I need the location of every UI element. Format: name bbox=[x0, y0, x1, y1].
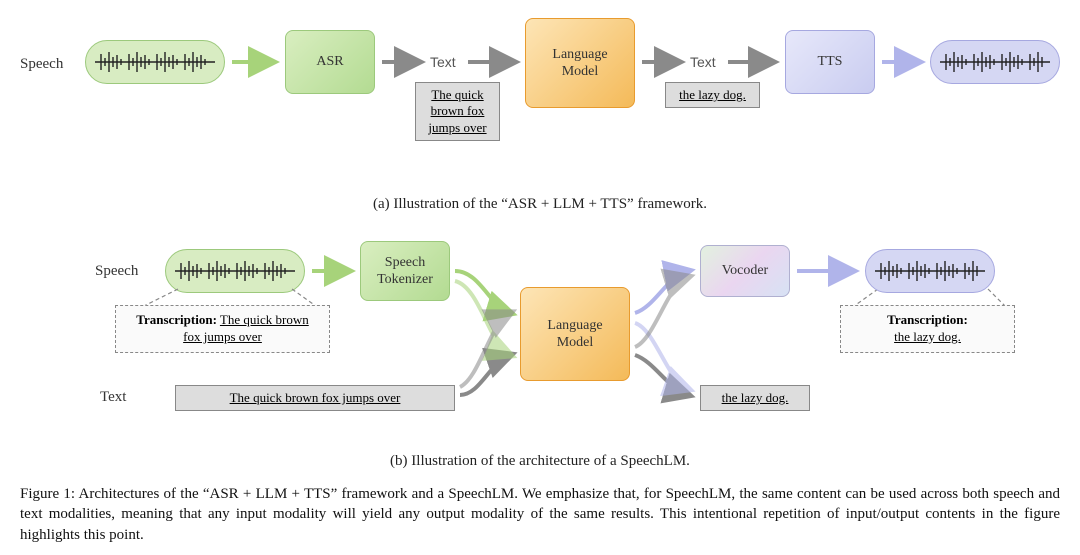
arrows-panel-a bbox=[20, 10, 1060, 190]
panel-b-caption: (b) Illustration of the architecture of … bbox=[20, 453, 1060, 470]
figure-1: Speech ASR Text The quick brown fox jump… bbox=[20, 10, 1060, 545]
figure-caption: Figure 1: Architectures of the “ASR + LL… bbox=[20, 484, 1060, 545]
panel-a-caption: (a) Illustration of the “ASR + LLM + TTS… bbox=[20, 196, 1060, 213]
panel-b: Speech Text Transcription: The q bbox=[20, 227, 1060, 447]
panel-a: Speech ASR Text The quick brown fox jump… bbox=[20, 10, 1060, 190]
arrows-panel-b bbox=[20, 227, 1060, 447]
